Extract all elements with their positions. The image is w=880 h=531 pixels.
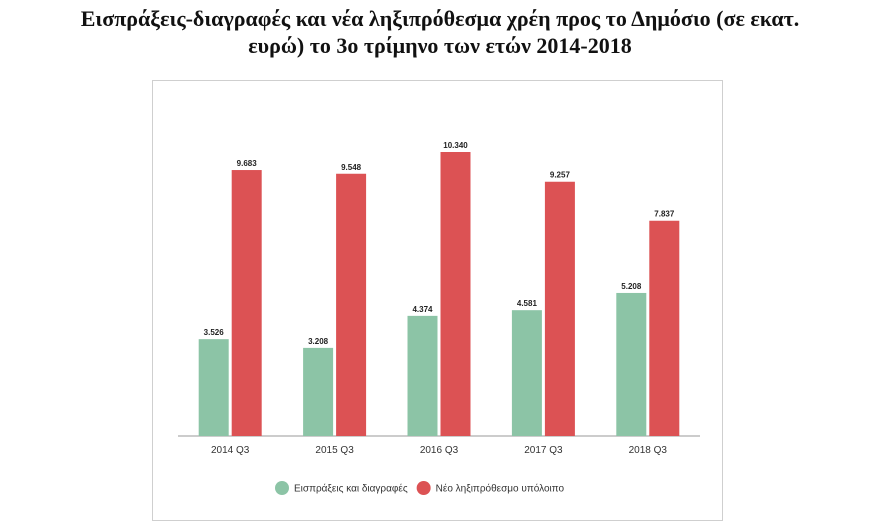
bar-new-arrears-0 (231, 170, 262, 436)
data-label: 3.526 (204, 328, 225, 337)
chart-title-line-2: ευρώ) το 3ο τρίμηνο των ετών 2014-2018 (248, 33, 632, 58)
data-label: 9.548 (341, 163, 362, 172)
bar-new-arrears-1 (336, 173, 367, 437)
bar-new-arrears-2 (440, 152, 471, 436)
data-label: 10.340 (443, 141, 468, 150)
x-tick-label: 2018 Q3 (629, 445, 668, 456)
x-tick-label: 2017 Q3 (524, 445, 563, 456)
bar-collections-3 (511, 310, 542, 436)
x-tick-label: 2015 Q3 (315, 445, 354, 456)
x-tick-label: 2016 Q3 (420, 445, 459, 456)
data-label: 4.581 (517, 299, 538, 308)
bar-new-arrears-3 (544, 181, 575, 436)
x-tick-label: 2014 Q3 (211, 445, 250, 456)
chart-frame (152, 80, 723, 521)
bar-new-arrears-4 (649, 220, 680, 436)
legend-marker-1 (416, 481, 431, 495)
data-label: 5.208 (621, 282, 642, 291)
data-label: 4.374 (412, 305, 433, 314)
bar-collections-1 (303, 347, 334, 436)
bar-collections-0 (198, 339, 229, 436)
legend-label-0: Εισπράξεις και διαγραφές (294, 483, 408, 495)
data-label: 9.257 (550, 171, 571, 180)
bar-collections-4 (616, 292, 647, 436)
data-label: 9.683 (237, 159, 258, 168)
data-label: 7.837 (654, 210, 675, 219)
legend-label-1: Νέο ληξιπρόθεσμο υπόλοιπο (436, 483, 565, 495)
chart-title-line-1: Εισπράξεις-διαγραφές και νέα ληξιπρόθεσμ… (80, 6, 800, 31)
legend-marker-0 (275, 481, 289, 495)
data-label: 3.208 (308, 337, 329, 346)
bar-collections-2 (407, 315, 438, 436)
